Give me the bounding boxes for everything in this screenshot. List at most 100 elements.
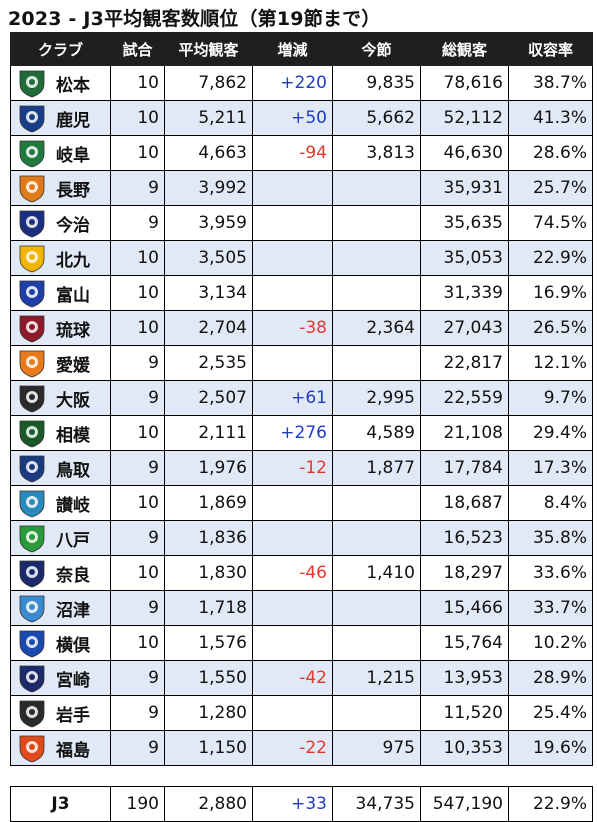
club-wrap: 愛媛 — [12, 347, 110, 380]
matsumoto-crest-icon — [19, 70, 45, 98]
change-cell — [252, 485, 333, 521]
club-wrap: 岐阜 — [12, 137, 110, 170]
average-cell: 1,150 — [164, 730, 253, 766]
club-wrap: 大阪 — [12, 382, 110, 415]
club-wrap: 横倶 — [12, 627, 110, 660]
rate-cell: 33.7% — [508, 590, 593, 626]
change-cell: -22 — [252, 730, 333, 766]
iwate-crest-icon — [19, 700, 45, 728]
current-cell: 1,215 — [332, 660, 421, 696]
club-cell: 岩手 — [10, 695, 111, 731]
rate-cell: 26.5% — [508, 310, 593, 346]
rate-cell: 33.6% — [508, 555, 593, 591]
total-cell: 15,466 — [420, 590, 509, 626]
current-cell — [332, 205, 421, 241]
games-cell: 9 — [110, 520, 165, 556]
total-cell: 22,559 — [420, 380, 509, 416]
rate-cell: 8.4% — [508, 485, 593, 521]
change-cell: +220 — [252, 65, 333, 101]
club-name: 八戸 — [56, 530, 90, 551]
change-cell: -12 — [252, 450, 333, 486]
club-name: 横倶 — [56, 635, 90, 656]
club-cell: 宮崎 — [10, 660, 111, 696]
kagoshima-crest-icon — [19, 105, 45, 133]
club-cell: 福島 — [10, 730, 111, 766]
total-cell: 78,616 — [420, 65, 509, 101]
club-name: 琉球 — [56, 320, 90, 341]
col-header-rate: 収容率 — [508, 32, 593, 66]
average-cell: 1,869 — [164, 485, 253, 521]
average-cell: 5,211 — [164, 100, 253, 136]
club-wrap: 宮崎 — [12, 662, 110, 695]
current-cell: 1,877 — [332, 450, 421, 486]
average-cell: 7,862 — [164, 65, 253, 101]
rate-cell: 41.3% — [508, 100, 593, 136]
nara-crest-icon — [19, 560, 45, 588]
club-name: 鹿児 — [56, 110, 90, 131]
change-cell — [252, 345, 333, 381]
total-cell: 11,520 — [420, 695, 509, 731]
club-wrap: 今治 — [12, 207, 110, 240]
club-name: 長野 — [56, 180, 90, 201]
club-wrap: 鳥取 — [12, 452, 110, 485]
club-cell: 鳥取 — [10, 450, 111, 486]
table-row: 大阪 9 2,507 +61 2,995 22,559 9.7% — [10, 380, 593, 416]
club-wrap: 八戸 — [12, 522, 110, 555]
total-average: 2,880 — [164, 786, 253, 822]
total-cell: 22,817 — [420, 345, 509, 381]
club-cell: 愛媛 — [10, 345, 111, 381]
average-cell: 1,280 — [164, 695, 253, 731]
average-cell: 2,704 — [164, 310, 253, 346]
games-cell: 10 — [110, 275, 165, 311]
change-cell: +276 — [252, 415, 333, 451]
club-cell: 大阪 — [10, 380, 111, 416]
club-cell: 八戸 — [10, 520, 111, 556]
osaka-crest-icon — [19, 385, 45, 413]
club-wrap: 鹿児 — [12, 102, 110, 135]
games-cell: 9 — [110, 590, 165, 626]
table-row: 富山 10 3,134 31,339 16.9% — [10, 275, 593, 311]
club-wrap: 長野 — [12, 172, 110, 205]
hachinohe-crest-icon — [19, 525, 45, 553]
change-cell — [252, 590, 333, 626]
club-name: 北九 — [56, 250, 90, 271]
tottori-crest-icon — [19, 455, 45, 483]
games-cell: 9 — [110, 380, 165, 416]
total-cell: 16,523 — [420, 520, 509, 556]
change-cell: +50 — [252, 100, 333, 136]
club-name: 愛媛 — [56, 355, 90, 376]
change-cell — [252, 695, 333, 731]
change-cell: -38 — [252, 310, 333, 346]
club-name: 讃岐 — [56, 495, 90, 516]
games-cell: 10 — [110, 485, 165, 521]
current-cell — [332, 625, 421, 661]
rate-cell: 38.7% — [508, 65, 593, 101]
spacer-cell — [10, 765, 593, 787]
current-cell: 2,364 — [332, 310, 421, 346]
yscc-crest-icon — [19, 630, 45, 658]
club-name: 岩手 — [56, 705, 90, 726]
total-section: J3 190 2,880 +33 34,735 547,190 22.9% — [10, 765, 593, 822]
total-change: +33 — [252, 786, 333, 822]
spacer-row — [10, 765, 593, 787]
sanuki-crest-icon — [19, 490, 45, 518]
average-cell: 2,507 — [164, 380, 253, 416]
club-name: 大阪 — [56, 390, 90, 411]
total-cell: 31,339 — [420, 275, 509, 311]
change-cell: -94 — [252, 135, 333, 171]
average-cell: 3,959 — [164, 205, 253, 241]
current-cell — [332, 695, 421, 731]
average-cell: 1,976 — [164, 450, 253, 486]
club-name: 鳥取 — [56, 460, 90, 481]
total-cell: 27,043 — [420, 310, 509, 346]
average-cell: 1,830 — [164, 555, 253, 591]
col-header-club: クラブ — [10, 32, 111, 66]
club-name: 奈良 — [56, 565, 90, 586]
miyazaki-crest-icon — [19, 665, 45, 693]
total-current: 34,735 — [332, 786, 421, 822]
average-cell: 1,550 — [164, 660, 253, 696]
table-row: 愛媛 9 2,535 22,817 12.1% — [10, 345, 593, 381]
club-wrap: 福島 — [12, 732, 110, 765]
club-cell: 今治 — [10, 205, 111, 241]
club-name: 松本 — [56, 75, 90, 96]
